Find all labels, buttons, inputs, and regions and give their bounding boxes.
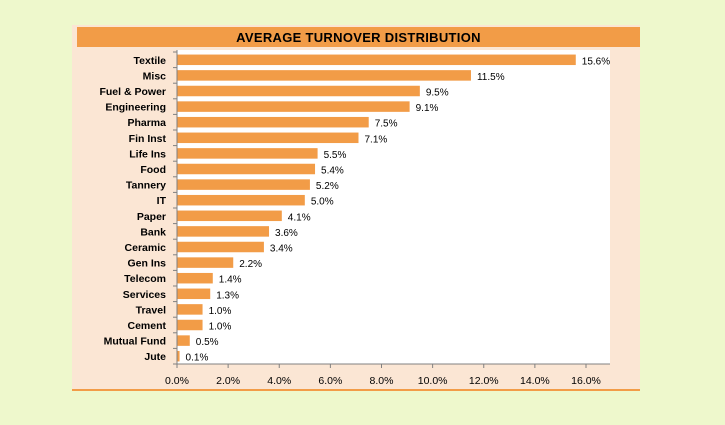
category-label: Pharma <box>127 117 166 129</box>
category-label: Fuel & Power <box>99 86 166 98</box>
x-tick-label: 8.0% <box>370 375 394 387</box>
x-tick-label: 10.0% <box>418 375 448 387</box>
bar-telecom <box>177 272 213 284</box>
data-label: 0.1% <box>186 353 209 364</box>
bar-services <box>177 288 211 300</box>
data-label: 1.3% <box>216 290 239 301</box>
category-label: Bank <box>140 226 166 238</box>
x-tick-label: 0.0% <box>165 375 189 387</box>
data-label: 7.1% <box>364 134 387 145</box>
category-label: IT <box>157 195 167 207</box>
x-tick-label: 16.0% <box>571 375 601 387</box>
bar-ceramic <box>177 241 264 253</box>
bar-fin-inst <box>177 132 359 144</box>
bar-travel <box>177 304 203 315</box>
category-label: Services <box>123 289 166 301</box>
data-label: 11.5% <box>477 72 505 83</box>
bar-fuel-power <box>177 85 420 97</box>
category-label: Paper <box>137 211 166 223</box>
chart-title-bar: AVERAGE TURNOVER DISTRIBUTION <box>77 27 640 47</box>
data-label: 1.4% <box>219 275 242 286</box>
bar-pharma <box>177 116 369 128</box>
category-label: Food <box>140 164 166 176</box>
category-label: Jute <box>144 351 166 363</box>
data-label: 9.5% <box>426 88 449 99</box>
data-label: 0.5% <box>196 337 219 348</box>
category-label: Textile <box>134 55 167 67</box>
category-label: Cement <box>127 320 166 332</box>
x-tick-label: 2.0% <box>216 375 240 387</box>
bar-life-ins <box>177 148 318 159</box>
data-label: 15.6% <box>582 56 610 67</box>
bar-mutual-fund <box>177 335 190 346</box>
category-label: Engineering <box>105 102 166 114</box>
data-label: 5.5% <box>324 150 347 161</box>
bar-gen-ins <box>177 257 234 268</box>
bar-paper <box>177 210 282 222</box>
data-label: 3.6% <box>275 228 298 239</box>
category-label: Misc <box>143 70 167 82</box>
category-label: Life Ins <box>129 148 166 160</box>
x-tick-label: 6.0% <box>318 375 342 387</box>
bar-food <box>177 163 316 175</box>
category-label: Gen Ins <box>127 258 166 270</box>
bar-jute <box>177 350 180 362</box>
chart-title: AVERAGE TURNOVER DISTRIBUTION <box>236 29 481 45</box>
data-label: 2.2% <box>239 259 262 270</box>
x-tick-label: 12.0% <box>469 375 499 387</box>
bar-it <box>177 194 305 206</box>
category-label: Ceramic <box>125 242 167 254</box>
category-label: Travel <box>136 304 166 316</box>
category-label: Mutual Fund <box>104 336 166 348</box>
data-label: 7.5% <box>375 119 398 130</box>
data-label: 3.4% <box>270 244 293 255</box>
bar-bank <box>177 226 270 237</box>
bar-cement <box>177 319 203 331</box>
x-tick-label: 14.0% <box>520 375 550 387</box>
category-label: Fin Inst <box>129 133 167 145</box>
data-label: 9.1% <box>416 103 439 114</box>
data-label: 1.0% <box>209 306 232 317</box>
category-label: Telecom <box>124 273 166 285</box>
data-label: 1.0% <box>209 322 232 333</box>
data-label: 4.1% <box>288 212 311 223</box>
category-label: Tannery <box>126 180 166 192</box>
bar-misc <box>177 70 471 81</box>
bar-tannery <box>177 179 310 190</box>
bar-textile <box>177 54 576 66</box>
data-label: 5.4% <box>321 166 344 177</box>
data-label: 5.2% <box>316 181 339 192</box>
x-tick-label: 4.0% <box>267 375 291 387</box>
bar-engineering <box>177 101 410 112</box>
plot-area <box>177 50 610 364</box>
data-label: 5.0% <box>311 197 334 208</box>
